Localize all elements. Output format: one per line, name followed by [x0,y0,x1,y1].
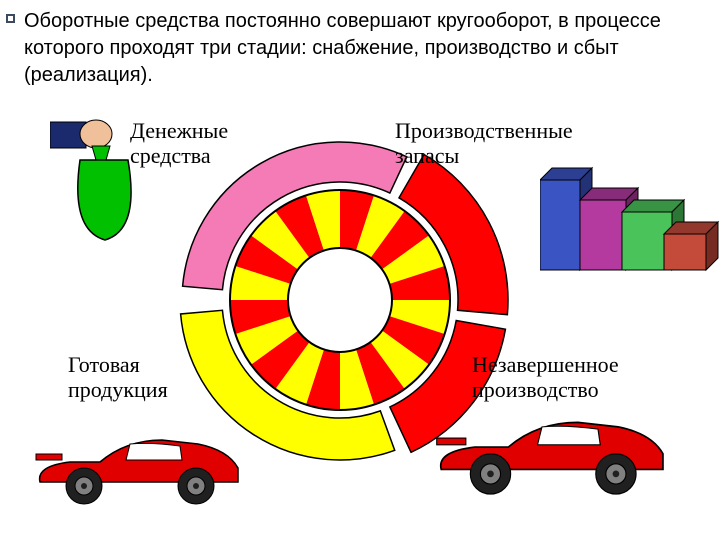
label-stock: Производственные запасы [395,118,573,169]
label-wip-l1: Незавершенное [472,352,619,377]
car-goods-icon [30,420,250,520]
label-money: Денежные средства [130,118,228,169]
label-money-l2: средства [130,143,228,168]
label-goods-l1: Готовая [68,352,168,377]
arc-wip [399,155,508,315]
label-goods: Готовая продукция [68,352,168,403]
label-stock-l1: Производственные [395,118,573,143]
cycle-diagram: Денежные средства Производственные запас… [0,100,720,540]
label-stock-l2: запасы [395,143,573,168]
title-bullet [6,14,15,23]
car-wip-icon [430,400,676,512]
label-money-l1: Денежные [130,118,228,143]
page-title: Оборотные средства постоянно совершают к… [24,8,696,89]
label-wip: Незавершенное производство [472,352,619,403]
inventory-boxes-icon [540,150,720,310]
label-goods-l2: продукция [68,377,168,402]
label-wip-l2: производство [472,377,619,402]
